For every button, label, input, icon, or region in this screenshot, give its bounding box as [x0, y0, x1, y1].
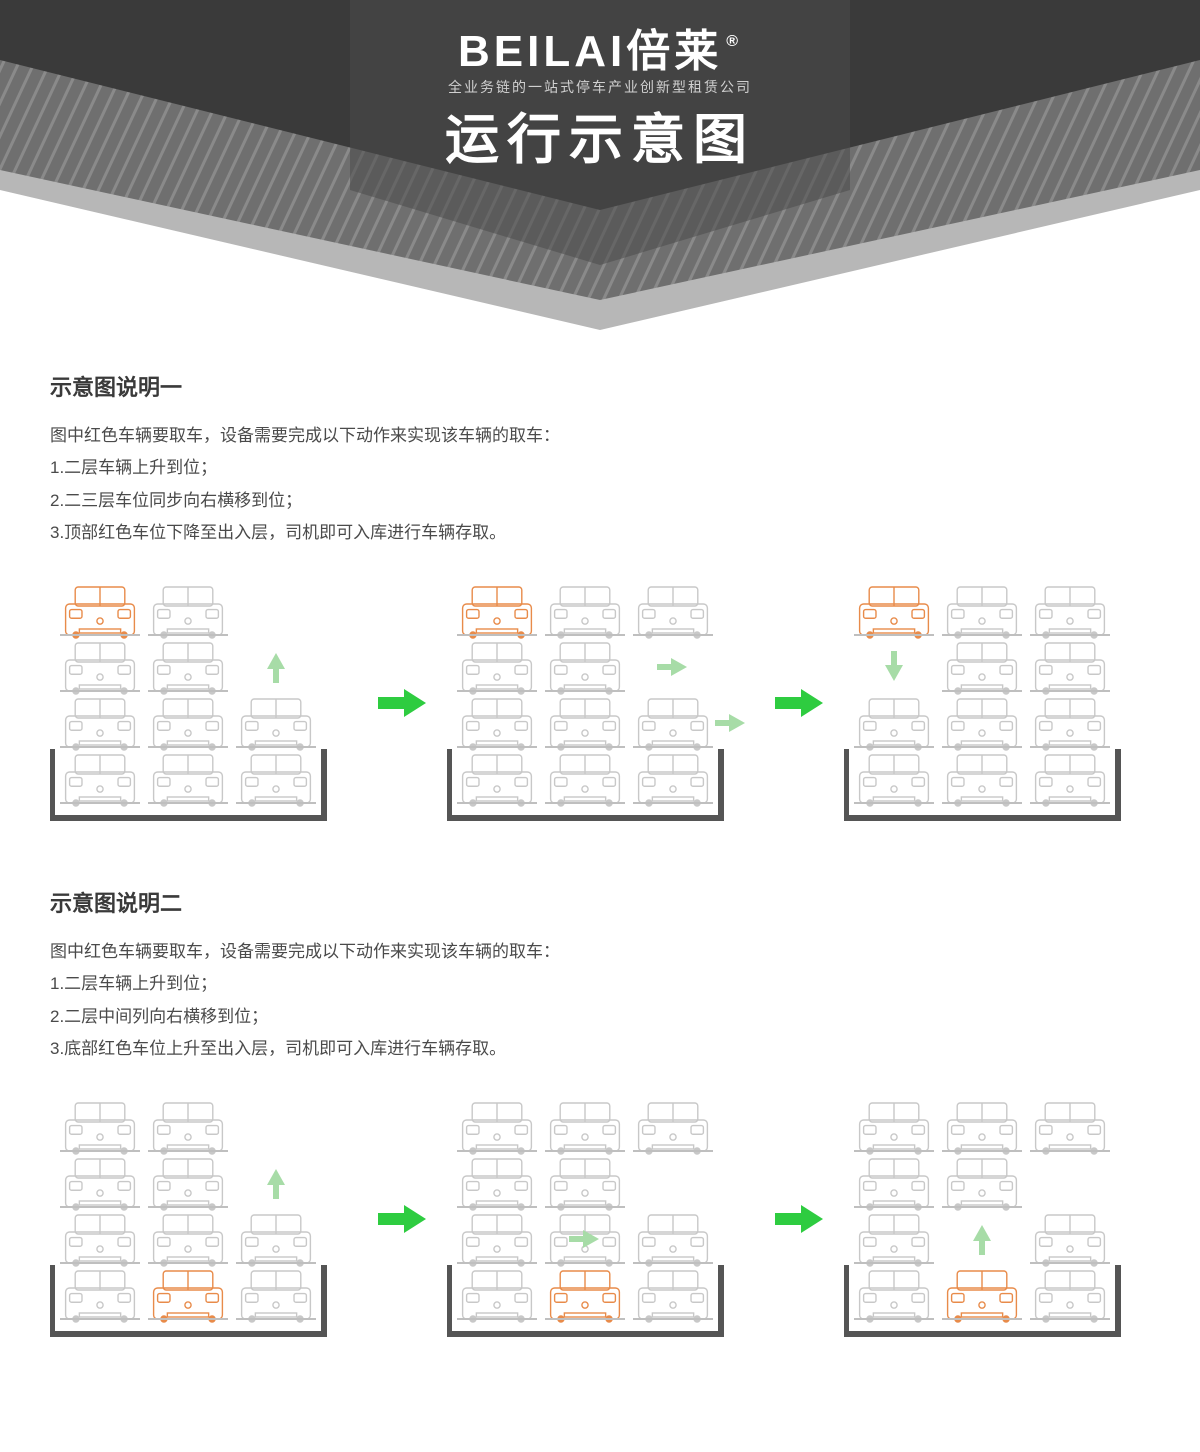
section-1-step-2: 2.二三层车位同步向右横移到位； — [50, 485, 1150, 517]
brand-en: BEILAI倍莱® — [458, 27, 742, 76]
section-1-diagrams — [50, 579, 1150, 826]
section-1-heading: 示意图说明一 — [50, 370, 1150, 402]
parking-state — [50, 1095, 356, 1337]
state-1 — [50, 1095, 356, 1342]
transition-arrow-icon — [771, 683, 827, 723]
section-1: 示意图说明一 图中红色车辆要取车，设备需要完成以下动作来实现该车辆的取车： 1.… — [50, 370, 1150, 826]
brand-tagline: 全业务链的一站式停车产业创新型租赁公司 — [448, 79, 752, 95]
section-2-step-1: 1.二层车辆上升到位； — [50, 968, 1150, 1000]
section-2: 示意图说明二 图中红色车辆要取车，设备需要完成以下动作来实现该车辆的取车： 1.… — [50, 886, 1150, 1342]
state-3 — [844, 579, 1150, 826]
section-2-step-3: 3.底部红色车位上升至出入层，司机即可入库进行车辆存取。 — [50, 1033, 1150, 1065]
transition-arrow-icon — [374, 683, 430, 723]
parking-state — [844, 1095, 1150, 1337]
banner-svg: BEILAI倍莱® 全业务链的一站式停车产业创新型租赁公司 运行示意图 — [0, 0, 1200, 340]
section-2-heading: 示意图说明二 — [50, 886, 1150, 918]
state-3 — [844, 1095, 1150, 1342]
parking-state — [844, 579, 1150, 821]
section-1-intro: 图中红色车辆要取车，设备需要完成以下动作来实现该车辆的取车： — [50, 420, 1150, 452]
transition-arrow-icon — [771, 1199, 827, 1239]
section-1-step-3: 3.顶部红色车位下降至出入层，司机即可入库进行车辆存取。 — [50, 517, 1150, 549]
parking-state — [50, 579, 356, 821]
state-1 — [50, 579, 356, 826]
section-2-intro: 图中红色车辆要取车，设备需要完成以下动作来实现该车辆的取车： — [50, 936, 1150, 968]
section-2-text: 图中红色车辆要取车，设备需要完成以下动作来实现该车辆的取车： 1.二层车辆上升到… — [50, 936, 1150, 1065]
content: 示意图说明一 图中红色车辆要取车，设备需要完成以下动作来实现该车辆的取车： 1.… — [0, 340, 1200, 1452]
state-2 — [447, 1095, 753, 1342]
state-2 — [447, 579, 753, 826]
parking-state — [447, 579, 753, 821]
parking-state — [447, 1095, 753, 1337]
section-2-step-2: 2.二层中间列向右横移到位； — [50, 1001, 1150, 1033]
section-1-step-1: 1.二层车辆上升到位； — [50, 452, 1150, 484]
section-1-text: 图中红色车辆要取车，设备需要完成以下动作来实现该车辆的取车： 1.二层车辆上升到… — [50, 420, 1150, 549]
transition-arrow-icon — [374, 1199, 430, 1239]
section-2-diagrams — [50, 1095, 1150, 1342]
banner-title: 运行示意图 — [445, 110, 755, 170]
header-banner: BEILAI倍莱® 全业务链的一站式停车产业创新型租赁公司 运行示意图 — [0, 0, 1200, 340]
